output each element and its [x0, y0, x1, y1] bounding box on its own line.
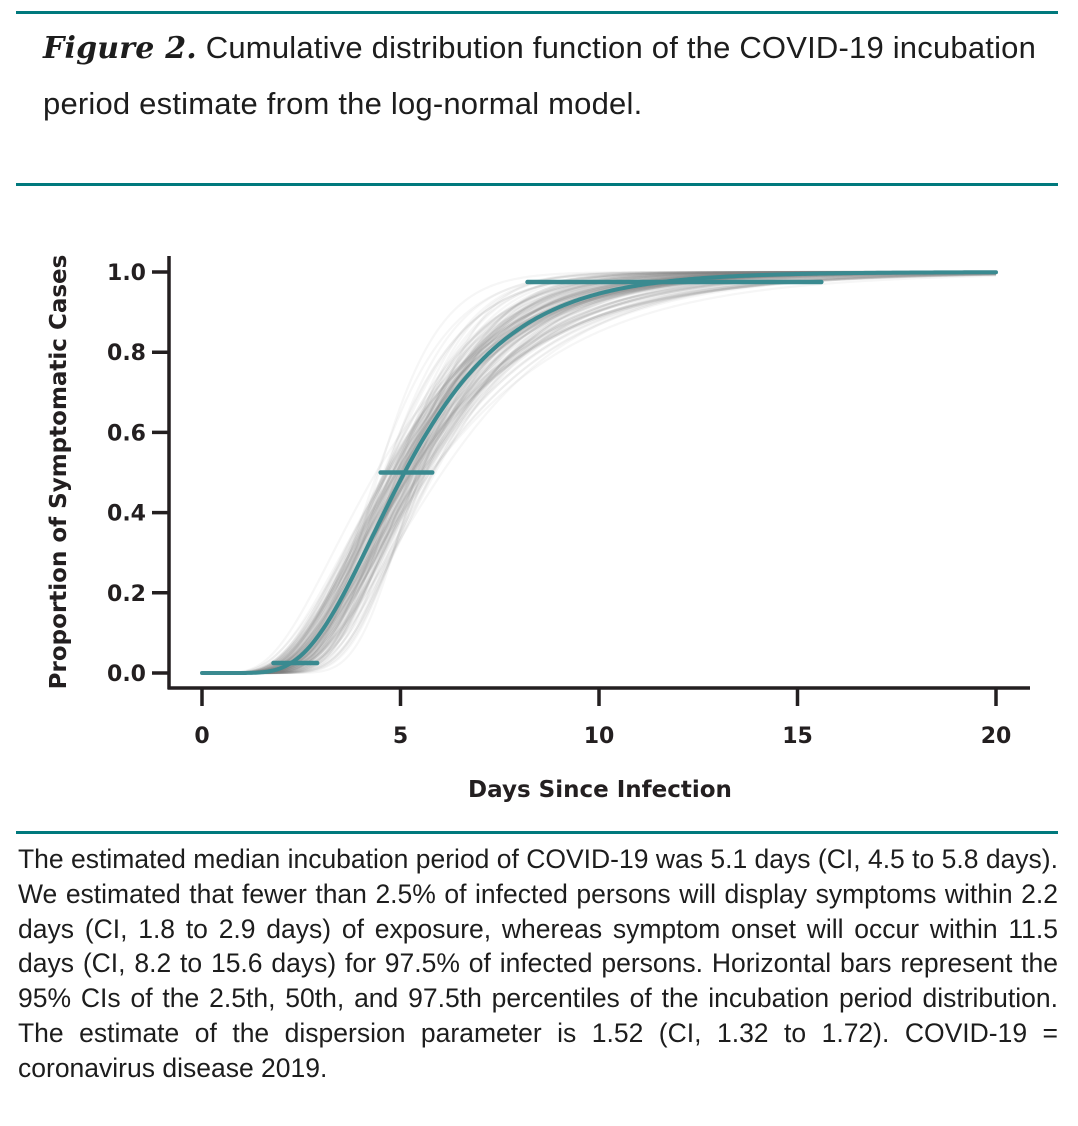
bootstrap-curve — [202, 273, 997, 675]
bootstrap-curve — [202, 272, 997, 675]
ci-bars — [271, 279, 824, 666]
bootstrap-curve — [202, 272, 997, 675]
y-axis-title: Proportion of Symptomatic Cases — [46, 255, 72, 690]
main-cdf-curve — [200, 270, 998, 675]
caption-divider — [16, 831, 1058, 834]
bootstrap-curve — [202, 273, 997, 675]
figure-title: Figure 2. Cumulative distribution functi… — [43, 20, 1043, 131]
bootstrap-curve — [202, 272, 997, 675]
x-tick-label: 15 — [782, 724, 813, 749]
x-tick-label: 20 — [981, 724, 1012, 749]
figure-caption: The estimated median incubation period o… — [18, 844, 1058, 1083]
bootstrap-curve — [202, 273, 997, 675]
title-divider — [16, 183, 1058, 186]
x-axis-title: Days Since Infection — [468, 777, 732, 803]
bootstrap-curve — [202, 273, 997, 675]
bootstrap-curve — [202, 272, 997, 675]
figure-label: Figure 2. — [43, 31, 197, 66]
x-ticks: 0 5 10 15 20 — [194, 688, 1011, 749]
bootstrap-curve — [202, 273, 997, 675]
y-ticks: 0.0 0.2 0.4 0.6 0.8 1.0 — [107, 261, 169, 687]
bootstrap-curve — [202, 272, 997, 675]
bootstrap-curve — [202, 272, 997, 675]
axes: 0.0 0.2 0.4 0.6 0.8 1.0 0 5 10 15 20 Days Since I… — [46, 255, 1030, 803]
x-tick-label: 10 — [584, 724, 615, 749]
bootstrap-curve — [202, 272, 997, 675]
bootstrap-curve — [202, 272, 997, 675]
x-tick-label: 0 — [194, 724, 209, 749]
bootstrap-curve — [202, 272, 997, 675]
figure-title-text: Cumulative distribution function of the … — [43, 30, 1037, 121]
bootstrap-curve — [202, 272, 997, 675]
bootstrap-curve — [202, 273, 997, 675]
y-tick-label: 0.4 — [107, 502, 146, 527]
bootstrap-curve — [202, 271, 997, 675]
bootstrap-curve — [202, 273, 997, 675]
y-tick-label: 0.2 — [107, 582, 146, 607]
x-tick-label: 5 — [393, 724, 408, 749]
y-tick-label: 1.0 — [107, 261, 146, 286]
y-tick-label: 0.0 — [107, 662, 146, 687]
bootstrap-curve — [202, 272, 997, 675]
bootstrap-curves — [202, 270, 997, 675]
bootstrap-curve — [202, 272, 997, 675]
top-rule — [16, 11, 1058, 14]
y-tick-label: 0.6 — [107, 421, 146, 446]
cdf-chart: 0.0 0.2 0.4 0.6 0.8 1.0 0 5 10 15 20 Days Since I… — [46, 255, 1030, 803]
bootstrap-curve — [202, 271, 997, 675]
bootstrap-curve — [202, 273, 997, 675]
y-tick-label: 0.8 — [107, 341, 146, 366]
main-cdf-layer — [200, 270, 998, 675]
